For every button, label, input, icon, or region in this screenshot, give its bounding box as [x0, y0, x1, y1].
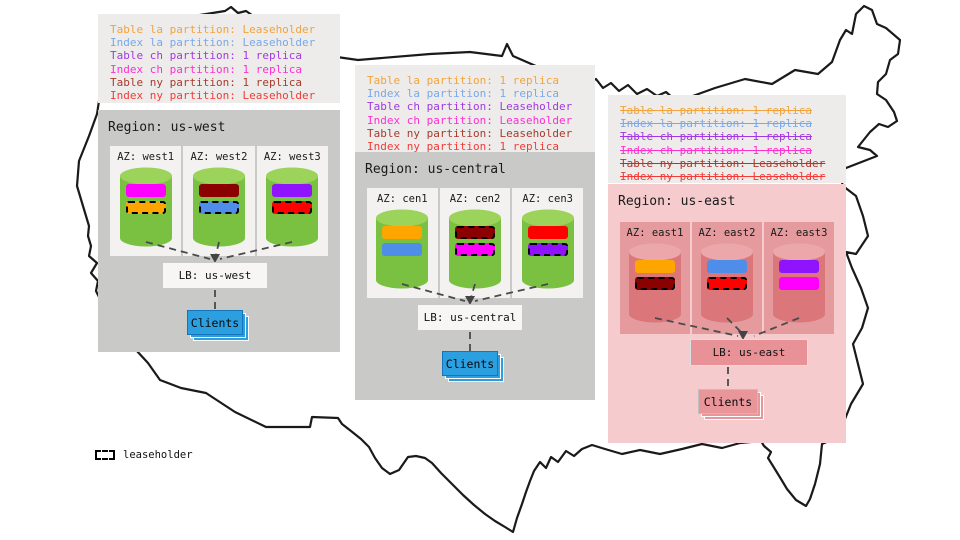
az-row: AZ: east1 AZ: east2 [620, 222, 834, 334]
az-column-west3: AZ: west3 [256, 146, 328, 256]
load-balancer-us-west: LB: us-west [162, 262, 268, 289]
leaseholder-swatch-icon [95, 450, 115, 460]
az-row: AZ: cen1 AZ: cen2 [367, 188, 584, 298]
clients-label: Clients [445, 356, 495, 371]
az-label: AZ: west1 [117, 151, 175, 163]
clients-stack: Clients [442, 351, 504, 382]
az-column-cen3: AZ: cen3 [512, 188, 584, 298]
partition-bar [527, 226, 568, 239]
clients-box-us-central: Clients [442, 351, 498, 376]
region-title: Region: us-west [108, 120, 226, 135]
legend-leaseholder: leaseholder [95, 449, 193, 461]
lb-label: LB: us-west [178, 269, 252, 282]
partition-bar [779, 260, 819, 273]
legend-label: leaseholder [123, 449, 193, 461]
annotation-line: Index ny partition: Leaseholder [620, 170, 826, 184]
az-label: AZ: east3 [770, 227, 828, 239]
annotation-line: Table ny partition: 1 replica [110, 75, 303, 89]
clients-stack: Clients [187, 310, 249, 341]
region-panel-us-central: Region: us-central AZ: cen1 AZ: cen2 [355, 152, 595, 400]
annotation-line: Table la partition: 1 replica [620, 104, 813, 117]
partition-bar [779, 277, 819, 290]
partition-bar [707, 277, 747, 290]
partition-bar [382, 226, 423, 239]
az-label: AZ: cen1 [377, 193, 428, 205]
annotation-line: Index ch partition: 1 replica [620, 143, 813, 157]
az-row: AZ: west1 AZ: west2 [110, 146, 328, 256]
annotation-line: Index ny partition: 1 replica [367, 140, 560, 154]
annotation-line: Table la partition: 1 replica [367, 74, 560, 87]
annotation-line: Index ch partition: 1 replica [110, 62, 303, 76]
az-column-west2: AZ: west2 [183, 146, 255, 256]
clients-box-us-east: Clients [698, 389, 758, 414]
partition-bar [382, 243, 423, 256]
clients-box-us-west: Clients [187, 310, 243, 335]
db-node-cylinder [119, 167, 172, 247]
az-label: AZ: west3 [263, 151, 321, 163]
annotation-line: Index ny partition: Leaseholder [110, 89, 316, 103]
annotation-line: Table ch partition: 1 replica [620, 130, 813, 144]
db-node-cylinder [629, 243, 681, 323]
region-panel-us-east: Region: us-east AZ: east1 AZ: east2 [608, 184, 846, 443]
db-node-cylinder [701, 243, 753, 323]
partition-bar [125, 201, 166, 214]
db-node-cylinder [376, 209, 429, 289]
az-column-west1: AZ: west1 [110, 146, 182, 256]
az-label: AZ: cen3 [522, 193, 573, 205]
annotation-box-us-central: Table la partition: 1 replica Index la p… [355, 65, 595, 154]
db-node-cylinder [449, 209, 501, 289]
partition-bar [125, 184, 166, 197]
partition-bar [272, 201, 313, 214]
partition-bar [707, 260, 747, 273]
az-label: AZ: cen2 [449, 193, 501, 205]
annotation-line: Index la partition: Leaseholder [110, 36, 316, 50]
annotation-line: Table la partition: Leaseholder [110, 23, 316, 36]
partition-bar [455, 226, 495, 239]
region-title: Region: us-central [365, 162, 506, 177]
partition-bar [198, 184, 239, 197]
az-label: AZ: east2 [698, 227, 756, 239]
region-title: Region: us-east [618, 194, 736, 209]
db-node-cylinder [266, 167, 319, 247]
partition-bar [635, 260, 675, 273]
partition-bar [455, 243, 495, 256]
az-column-east3: AZ: east3 [764, 222, 834, 334]
load-balancer-us-east: LB: us-east [690, 339, 808, 366]
clients-stack: Clients [698, 389, 764, 420]
clients-label: Clients [190, 315, 240, 330]
db-node-cylinder [192, 167, 245, 247]
partition-bar [272, 184, 313, 197]
annotation-line: Table ny partition: Leaseholder [367, 126, 573, 140]
partition-bar [635, 277, 675, 290]
clients-label: Clients [703, 394, 753, 409]
annotation-line: Table ny partition: Leaseholder [620, 156, 826, 170]
load-balancer-us-central: LB: us-central [417, 304, 523, 331]
annotation-line: Index la partition: 1 replica [620, 117, 813, 131]
db-node-cylinder [773, 243, 825, 323]
annotation-box-us-west: Table la partition: Leaseholder Index la… [98, 14, 340, 103]
annotation-line: Table ch partition: 1 replica [110, 49, 303, 63]
az-label: AZ: west2 [190, 151, 248, 163]
annotation-line: Index la partition: 1 replica [367, 87, 560, 101]
partition-bar [527, 243, 568, 256]
annotation-line: Table ch partition: Leaseholder [367, 100, 573, 114]
region-panel-us-west: Region: us-west AZ: west1 AZ: west2 [98, 110, 340, 352]
db-node-cylinder [521, 209, 574, 289]
az-column-cen1: AZ: cen1 [367, 188, 438, 298]
az-column-east2: AZ: east2 [692, 222, 762, 334]
az-label: AZ: east1 [626, 227, 684, 239]
az-column-cen2: AZ: cen2 [439, 188, 511, 298]
az-column-east1: AZ: east1 [620, 222, 690, 334]
lb-label: LB: us-central [423, 311, 517, 324]
annotation-line: Index ch partition: Leaseholder [367, 113, 573, 127]
partition-bar [198, 201, 239, 214]
annotation-box-us-east: Table la partition: 1 replica Index la p… [608, 95, 846, 183]
lb-label: LB: us-east [712, 346, 786, 359]
